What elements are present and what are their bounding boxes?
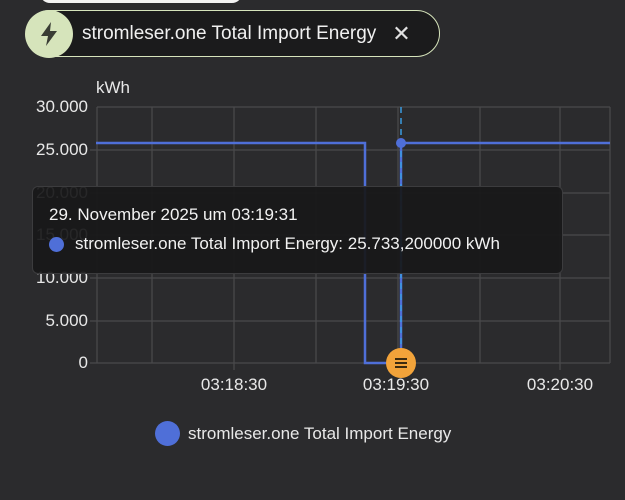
tooltip-value: stromleser.one Total Import Energy: 25.7… [75, 234, 500, 253]
legend-item[interactable]: stromleser.one Total Import Energy [155, 421, 451, 446]
annotation-lines-icon [395, 358, 407, 368]
top-partial-pill [40, 0, 242, 3]
annotation-marker[interactable] [386, 348, 416, 378]
x-tick-032030: 03:20:30 [526, 375, 594, 394]
x-tick-031930: 03:19:30 [362, 375, 430, 394]
lightning-bolt-icon [25, 9, 73, 58]
entity-chip[interactable]: stromleser.one Total Import Energy ✕ [25, 9, 440, 58]
close-icon[interactable]: ✕ [392, 20, 411, 46]
series-color-dot-icon [49, 236, 64, 252]
legend-label: stromleser.one Total Import Energy [188, 423, 452, 443]
hover-point [396, 138, 406, 148]
series-line [96, 141, 610, 365]
y-tick-5000: 5.000 [45, 311, 88, 330]
tooltip-date: 29. November 2025 um 03:19:31 [49, 205, 298, 224]
entity-chip-label: stromleser.one Total Import Energy [82, 22, 377, 44]
legend-color-dot-icon [155, 421, 180, 446]
chart-tooltip: 29. November 2025 um 03:19:31 stromleser… [32, 186, 563, 274]
y-tick-25000: 25.000 [36, 140, 88, 159]
y-axis-unit: kWh [96, 78, 130, 97]
x-tick-031830: 03:18:30 [200, 375, 268, 394]
y-tick-30000: 30.000 [36, 97, 88, 116]
y-tick-0: 0 [78, 353, 88, 372]
